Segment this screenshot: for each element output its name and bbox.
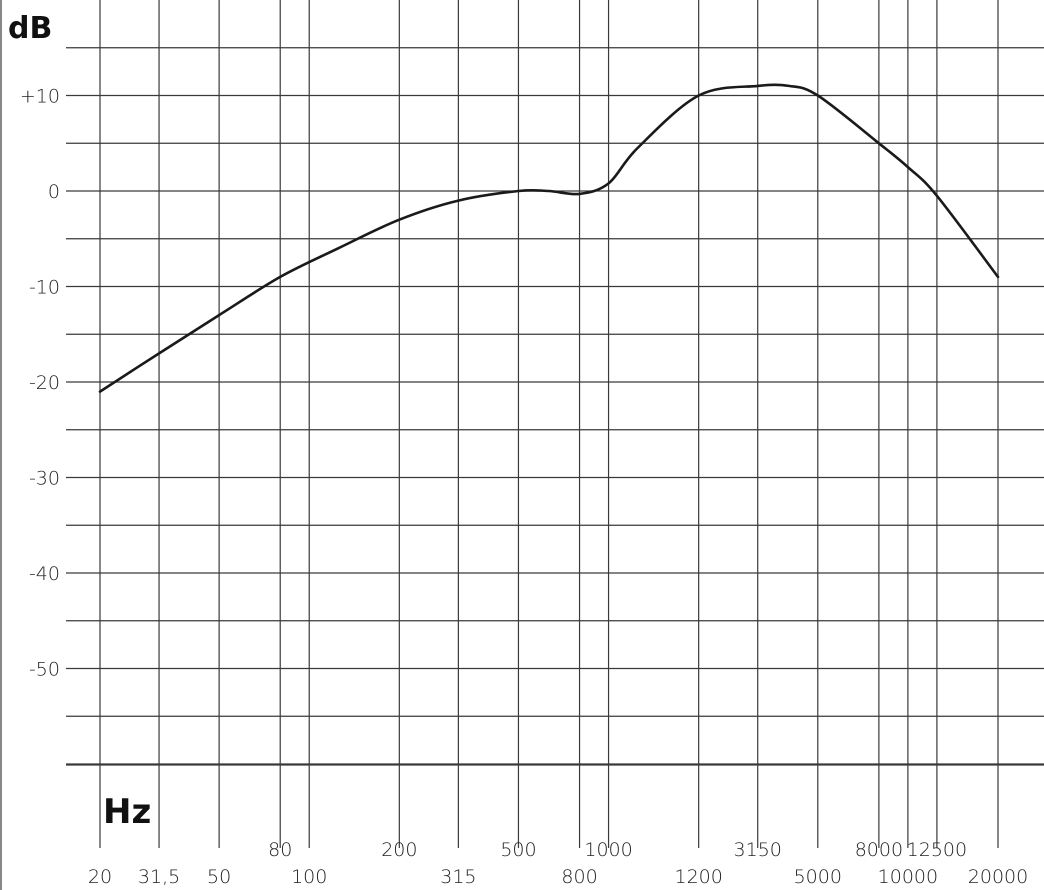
- y-tick-label: +10: [20, 86, 60, 108]
- y-axis-label: dB: [8, 11, 52, 46]
- x-tick-label: 100: [291, 866, 327, 888]
- y-tick-label: -30: [29, 468, 60, 490]
- x-tick-label: 5000: [794, 866, 842, 888]
- x-tick-label: 315: [440, 866, 476, 888]
- x-tick-label: 31,5: [138, 866, 180, 888]
- x-tick-label: 20000: [968, 866, 1028, 888]
- x-tick-label: 500: [500, 839, 536, 861]
- y-tick-labels: +10 0 -10 -20 -30 -40 -50: [20, 86, 60, 681]
- x-tick-label: 1000: [584, 839, 632, 861]
- x-tick-label: 20: [88, 866, 112, 888]
- x-tick-label: 800: [561, 866, 597, 888]
- response-curve: [98, 83, 1000, 393]
- y-tick-label: -20: [29, 372, 60, 394]
- x-tick-label: 50: [207, 866, 231, 888]
- x-tick-label: 3150: [734, 839, 782, 861]
- y-tick-label: -40: [29, 563, 60, 585]
- y-tick-label: -50: [29, 659, 60, 681]
- x-tick-label: 80: [268, 839, 292, 861]
- x-axis-label: Hz: [103, 792, 151, 832]
- x-tick-label: 1200: [674, 866, 722, 888]
- x-tick-labels: 20 31,5 50 100 315 800 1200 5000 10000 20000 80 200…: [88, 839, 1028, 888]
- x-tick-label: 10000: [878, 866, 938, 888]
- y-tick-label: -10: [29, 277, 60, 299]
- x-tick-label: 12500: [907, 839, 967, 861]
- x-tick-label: 200: [381, 839, 417, 861]
- y-tick-label: 0: [48, 181, 60, 203]
- x-tick-label: 8000: [855, 839, 903, 861]
